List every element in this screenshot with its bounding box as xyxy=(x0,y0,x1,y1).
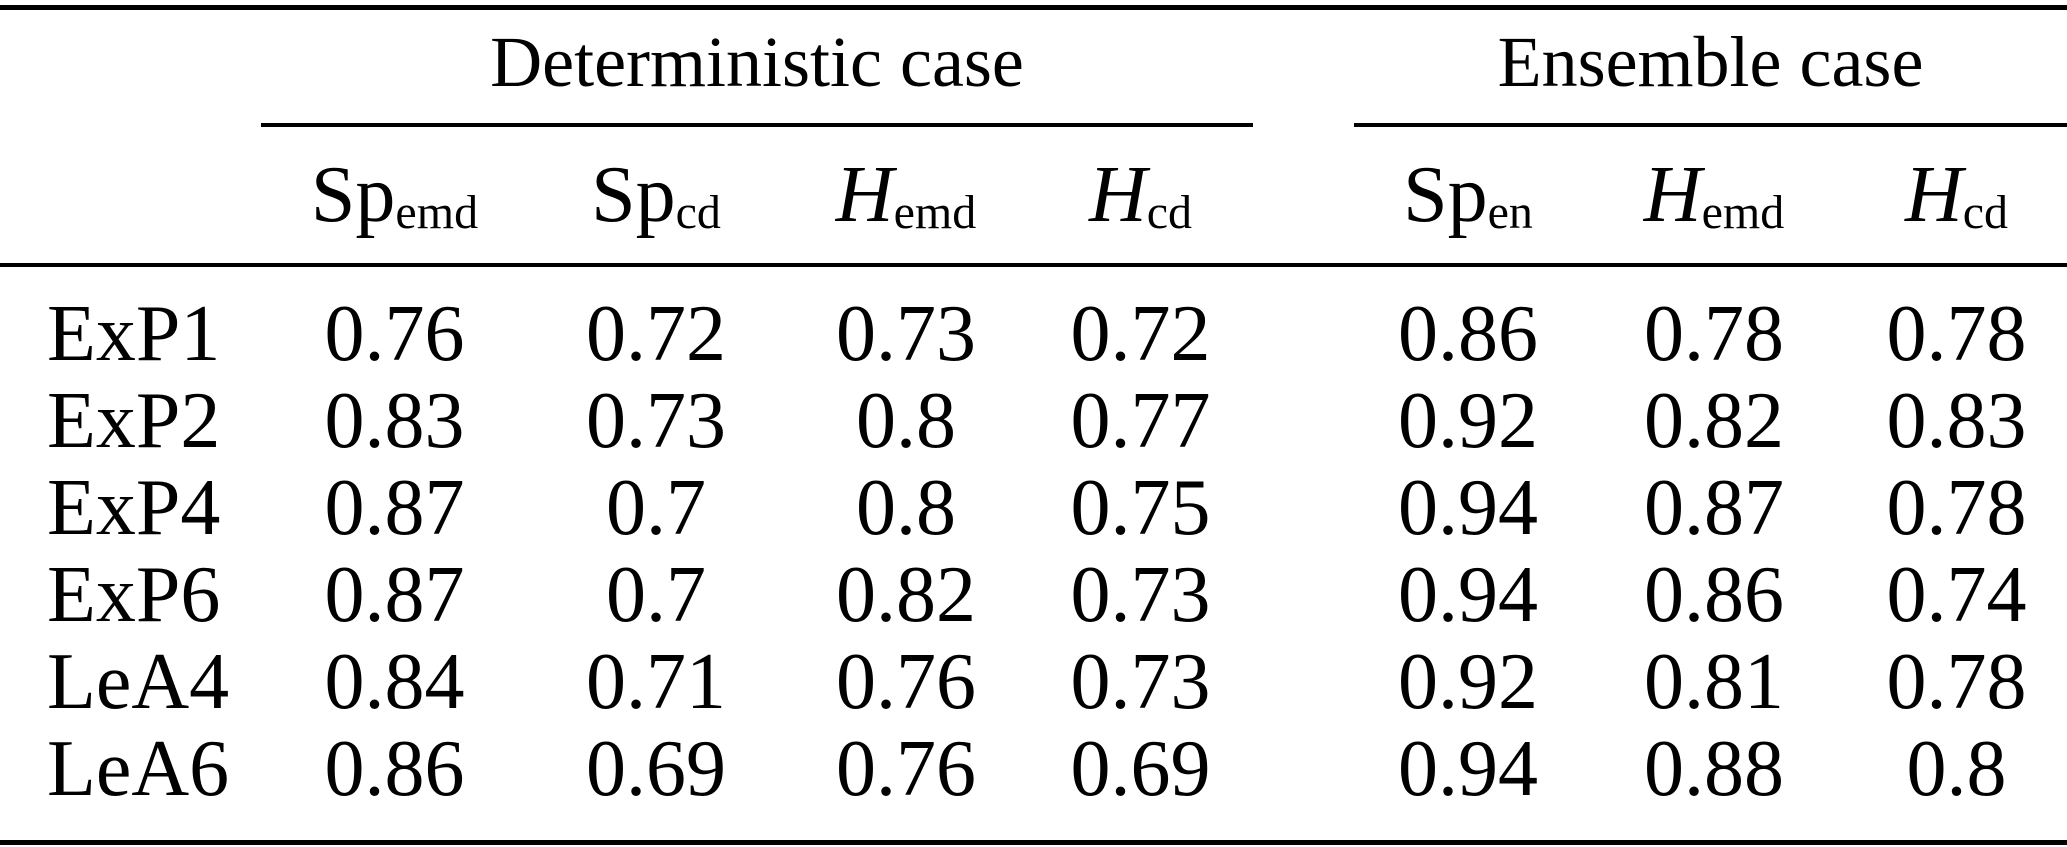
value-cell: 0.7 xyxy=(606,551,706,639)
value-cell: 0.71 xyxy=(586,638,726,726)
bottom-rule xyxy=(0,840,2067,845)
metric-symbol: H xyxy=(1904,151,1963,239)
value-cell: 0.74 xyxy=(1886,551,2027,639)
value-cell: 0.83 xyxy=(1886,377,2027,465)
value-cell: 0.73 xyxy=(1070,551,1211,639)
row-label-exp4: ExP4 xyxy=(47,464,221,552)
value-cell: 0.86 xyxy=(1398,290,1538,378)
value-cell: 0.92 xyxy=(1398,638,1538,726)
metric-subscript: emd xyxy=(893,186,977,240)
row-gap-cell xyxy=(1253,465,1354,552)
value-cell: 0.78 xyxy=(1886,290,2027,378)
value-cell: 0.84 xyxy=(324,638,465,726)
metric-subscript: cd xyxy=(1962,186,2009,240)
column-header-text: Spemd xyxy=(311,150,478,241)
column-header-text: Hemd xyxy=(1644,150,1784,241)
column-header-h-cd-ens: Hcd xyxy=(1846,127,2067,264)
value-cell: 0.87 xyxy=(324,551,465,639)
column-header-text: Spen xyxy=(1403,150,1533,241)
metric-symbol: H xyxy=(1643,151,1702,239)
metric-symbol: Sp xyxy=(310,151,396,239)
value-cell: 0.81 xyxy=(1644,638,1784,726)
value-cell: 0.82 xyxy=(1644,377,1784,465)
value-cell: 0.8 xyxy=(856,377,956,465)
value-cell: 0.78 xyxy=(1886,464,2027,552)
value-cell: 0.72 xyxy=(1070,290,1211,378)
value-cell: 0.7 xyxy=(606,464,706,552)
value-cell: 0.69 xyxy=(1070,725,1211,813)
value-cell: 0.76 xyxy=(324,290,465,378)
metric-symbol: Sp xyxy=(591,151,676,239)
group-header-deterministic: Deterministic case xyxy=(261,10,1253,127)
row-label-exp1: ExP1 xyxy=(47,290,221,378)
row-label-lea4: LeA4 xyxy=(47,638,230,726)
row-label-exp6: ExP6 xyxy=(47,551,221,639)
row-gap-cell xyxy=(1253,378,1354,465)
value-cell: 0.94 xyxy=(1398,551,1538,639)
value-cell: 0.72 xyxy=(586,290,726,378)
metric-symbol: H xyxy=(835,151,894,239)
row-gap-cell xyxy=(1253,639,1354,726)
metric-subscript: emd xyxy=(1701,186,1785,240)
metric-symbol: Sp xyxy=(1403,151,1488,239)
metric-subscript: cd xyxy=(675,186,721,240)
value-cell: 0.86 xyxy=(1644,551,1784,639)
column-header-sp-en-ens: Spen xyxy=(1354,127,1582,264)
corner-cell xyxy=(0,10,261,127)
row-gap-cell xyxy=(1253,552,1354,639)
row-label-lea6: LeA6 xyxy=(47,725,230,813)
header-body-spacer xyxy=(0,264,2067,291)
column-header-text: Hcd xyxy=(1905,150,2008,241)
metric-subscript: emd xyxy=(395,186,479,240)
column-header-sp-cd-det: Spcd xyxy=(528,127,784,264)
column-header-text: Spcd xyxy=(591,150,721,241)
value-cell: 0.94 xyxy=(1398,725,1538,813)
column-header-sp-emd-det: Spemd xyxy=(261,127,528,264)
value-cell: 0.77 xyxy=(1070,377,1211,465)
value-cell: 0.8 xyxy=(1906,725,2007,813)
row-gap-cell xyxy=(1253,726,1354,813)
row-label-exp2: ExP2 xyxy=(47,377,221,465)
value-cell: 0.76 xyxy=(836,725,976,813)
top-rule xyxy=(0,5,2067,10)
value-cell: 0.92 xyxy=(1398,377,1538,465)
metric-subscript: cd xyxy=(1146,186,1193,240)
group-header-deterministic-label: Deterministic case xyxy=(490,22,1024,102)
results-table: Deterministic case Ensemble case Spemd S… xyxy=(0,10,2067,813)
value-cell: 0.73 xyxy=(586,377,726,465)
metric-subscript: en xyxy=(1487,186,1533,240)
column-header-h-emd-ens: Hemd xyxy=(1582,127,1846,264)
value-cell: 0.69 xyxy=(586,725,726,813)
header-gap-cell xyxy=(1253,127,1354,264)
header-empty-cell xyxy=(0,127,261,264)
column-header-text: Hcd xyxy=(1089,150,1192,241)
value-cell: 0.88 xyxy=(1644,725,1784,813)
value-cell: 0.8 xyxy=(856,464,956,552)
group-header-ensemble-label: Ensemble case xyxy=(1497,22,1924,102)
value-cell: 0.94 xyxy=(1398,464,1538,552)
header-separator-rule xyxy=(0,263,2067,267)
value-cell: 0.78 xyxy=(1886,638,2027,726)
value-cell: 0.82 xyxy=(836,551,976,639)
group-header-ensemble: Ensemble case xyxy=(1354,10,2067,127)
value-cell: 0.83 xyxy=(324,377,465,465)
value-cell: 0.75 xyxy=(1070,464,1211,552)
metric-symbol: H xyxy=(1088,151,1147,239)
value-cell: 0.78 xyxy=(1644,290,1784,378)
column-header-h-emd-det: Hemd xyxy=(784,127,1028,264)
column-header-text: Hemd xyxy=(836,150,976,241)
column-header-h-cd-det: Hcd xyxy=(1028,127,1253,264)
row-gap-cell xyxy=(1253,291,1354,378)
value-cell: 0.87 xyxy=(324,464,465,552)
value-cell: 0.73 xyxy=(1070,638,1211,726)
value-cell: 0.87 xyxy=(1644,464,1784,552)
group-gap-cell xyxy=(1253,10,1354,127)
value-cell: 0.76 xyxy=(836,638,976,726)
value-cell: 0.73 xyxy=(836,290,976,378)
value-cell: 0.86 xyxy=(324,725,465,813)
